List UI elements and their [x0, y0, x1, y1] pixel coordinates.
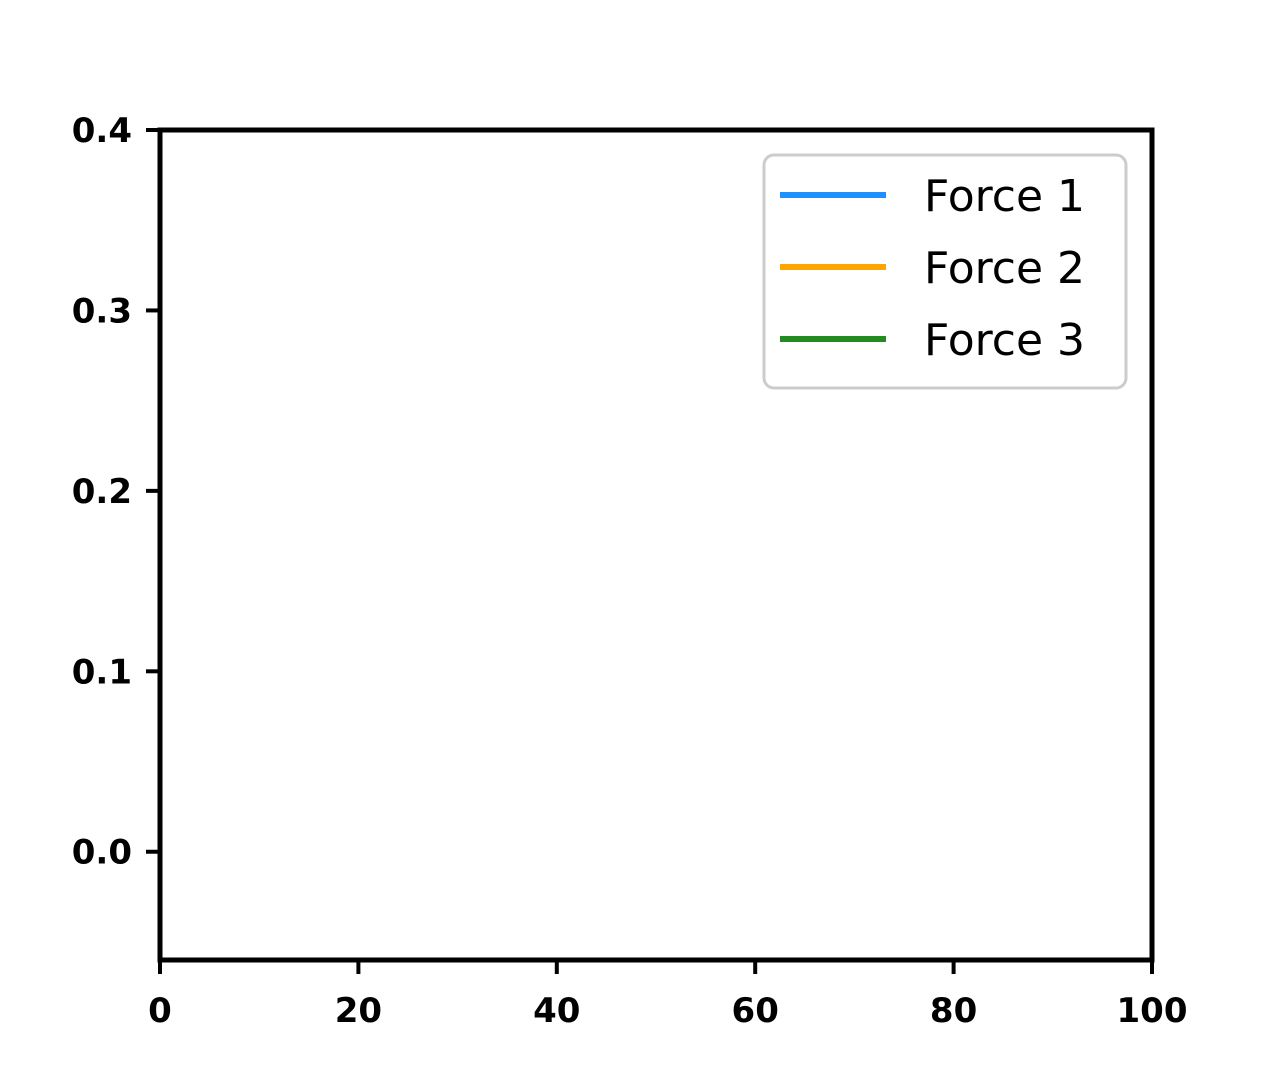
- legend: Force 1 Force 2 Force 3: [762, 153, 1128, 390]
- y-tick-label: 0.0: [72, 833, 132, 873]
- legend-entry-1: Force 1: [924, 171, 1085, 222]
- y-tick-label: 0.2: [72, 472, 132, 512]
- x-tick-label: 0: [148, 991, 172, 1031]
- y-tick-label: 0.4: [72, 111, 132, 151]
- legend-box: [762, 153, 1128, 390]
- x-tick-label: 60: [732, 991, 779, 1031]
- y-tick-label: 0.3: [72, 291, 132, 331]
- plot-area: [157, 127, 1155, 963]
- x-tick-label: 20: [335, 991, 382, 1031]
- x-axis: 0 20 40 60 80 100: [148, 960, 1187, 1031]
- x-tick-label: 80: [930, 991, 977, 1031]
- legend-entry-3: Force 3: [924, 315, 1085, 366]
- y-axis: 0.0 0.1 0.2 0.3 0.4: [72, 111, 160, 873]
- axes-frame: [157, 127, 1155, 963]
- x-tick-label: 40: [533, 991, 580, 1031]
- x-tick-label: 100: [1117, 991, 1188, 1031]
- legend-entry-2: Force 2: [924, 243, 1085, 294]
- y-tick-label: 0.1: [72, 652, 132, 692]
